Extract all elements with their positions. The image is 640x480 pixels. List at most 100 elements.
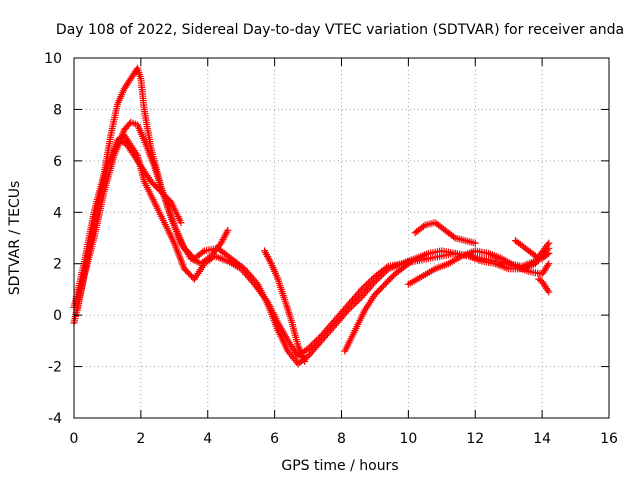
data-point xyxy=(545,239,553,247)
data-point xyxy=(322,327,330,335)
data-point xyxy=(312,337,320,344)
data-point xyxy=(312,344,319,352)
y-tick-label: 8 xyxy=(53,102,62,118)
data-point xyxy=(359,284,367,292)
data-point xyxy=(354,296,362,304)
data-point xyxy=(383,264,391,272)
data-point xyxy=(306,343,314,351)
data-point xyxy=(471,239,479,247)
x-tick-label: 2 xyxy=(136,431,145,447)
data-point xyxy=(408,257,416,265)
data-point xyxy=(406,258,414,266)
data-point xyxy=(316,333,324,341)
data-point xyxy=(319,330,327,338)
data-point xyxy=(361,282,369,290)
data-point xyxy=(350,294,358,302)
data-point xyxy=(309,340,317,348)
data-point xyxy=(356,287,364,295)
data-point xyxy=(545,249,553,257)
y-tick-label: 6 xyxy=(53,154,62,170)
data-point xyxy=(329,318,337,326)
data-point xyxy=(136,160,144,168)
data-point xyxy=(419,222,427,230)
y-tick-label: 2 xyxy=(53,257,62,273)
data-point xyxy=(306,351,313,359)
series-track-f xyxy=(341,257,416,355)
data-point xyxy=(245,273,253,281)
data-point xyxy=(332,315,340,323)
x-tick-label: 6 xyxy=(270,431,279,447)
data-point xyxy=(340,306,348,314)
x-tick-label: 8 xyxy=(337,431,346,447)
data-point xyxy=(248,277,256,285)
data-point xyxy=(352,292,360,300)
series-track-g xyxy=(411,219,479,247)
y-axis-ticks: -4 -2 0 2 4 6 8 10 xyxy=(44,51,609,427)
data-point xyxy=(328,320,336,328)
data-point xyxy=(331,316,339,324)
data-point xyxy=(349,296,357,304)
data-point xyxy=(544,286,552,294)
data-point xyxy=(356,295,364,303)
y-tick-label: 0 xyxy=(53,308,62,324)
data-point xyxy=(545,260,553,268)
data-point xyxy=(341,304,349,312)
data-point xyxy=(530,251,538,259)
data-point xyxy=(237,265,245,273)
data-point xyxy=(199,248,207,256)
y-tick-label: 4 xyxy=(53,205,62,221)
data-point xyxy=(314,335,322,343)
data-point xyxy=(311,338,319,346)
data-point xyxy=(362,288,370,296)
x-tick-label: 14 xyxy=(533,431,551,447)
data-point xyxy=(544,261,552,269)
x-tick-label: 10 xyxy=(399,431,417,447)
data-point xyxy=(545,288,553,296)
data-point xyxy=(338,308,346,316)
data-point xyxy=(166,197,173,204)
data-point xyxy=(317,332,325,340)
y-tick-label: -4 xyxy=(48,411,62,427)
data-points xyxy=(70,64,553,368)
data-point xyxy=(320,328,328,336)
data-point xyxy=(309,347,316,355)
grid xyxy=(74,58,609,418)
data-point xyxy=(343,303,351,311)
data-point xyxy=(450,233,457,241)
data-point xyxy=(310,345,318,353)
data-point xyxy=(361,290,368,298)
data-point xyxy=(304,345,312,353)
series-track-j xyxy=(535,275,553,296)
chart-title: Day 108 of 2022, Sidereal Day-to-day VTE… xyxy=(56,22,624,38)
data-point xyxy=(242,270,250,278)
data-point xyxy=(359,291,367,299)
data-point xyxy=(365,285,373,293)
y-tick-label: 10 xyxy=(44,51,62,67)
data-point xyxy=(353,291,361,299)
series-track-e xyxy=(261,247,309,365)
data-point xyxy=(364,279,372,287)
series-track-d xyxy=(110,136,185,227)
y-axis-label: SDTVAR / TECUs xyxy=(7,181,23,296)
x-axis-label: GPS time / hours xyxy=(281,458,398,474)
y-tick-label: -2 xyxy=(48,360,62,376)
series-track-i xyxy=(511,237,553,263)
data-point xyxy=(543,251,551,259)
series-track-h xyxy=(404,247,553,288)
x-tick-label: 12 xyxy=(466,431,484,447)
data-point xyxy=(301,357,309,365)
data-point xyxy=(364,286,371,294)
data-point xyxy=(366,277,374,285)
x-axis-ticks: 0 2 4 6 8 10 12 14 16 xyxy=(70,58,618,447)
data-point xyxy=(358,285,366,293)
data-point xyxy=(177,219,185,227)
x-tick-label: 0 xyxy=(70,431,79,447)
x-tick-label: 16 xyxy=(600,431,618,447)
data-point xyxy=(368,276,376,284)
data-point xyxy=(307,341,315,349)
x-tick-label: 4 xyxy=(203,431,212,447)
data-point xyxy=(224,226,232,234)
data-point xyxy=(243,272,251,280)
